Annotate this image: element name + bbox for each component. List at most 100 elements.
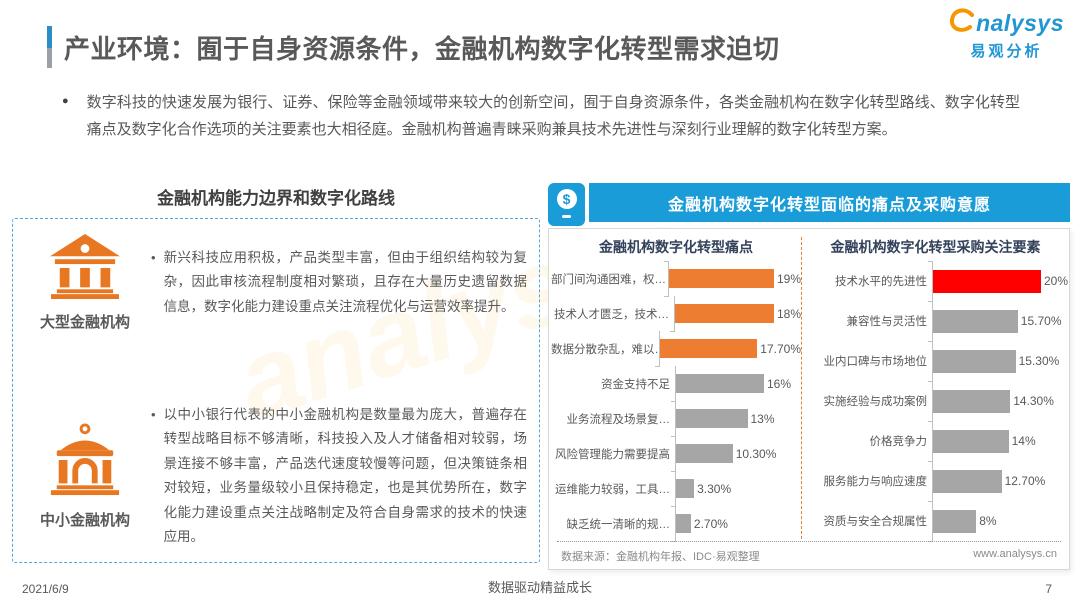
bar-track: 20% (928, 260, 1069, 302)
bar (669, 269, 774, 288)
bar-value-label: 13% (750, 411, 775, 426)
title-accent-bar (47, 26, 52, 68)
footer-page-number: 7 (1045, 582, 1052, 596)
charts-box: 金融机构数字化转型痛点 部门间沟通困难，权… 19% 技术人才匮乏，技术… 18% 数据… (548, 228, 1070, 570)
source-row: 数据来源：金融机构年报、IDC·易观整理 www.analysys.cn (557, 541, 1061, 564)
bar-value-label: 19% (776, 271, 801, 286)
bar (933, 469, 1002, 493)
bar-track: 14% (928, 421, 1069, 462)
bar-value-label: 15.70% (1020, 314, 1062, 328)
title-block: 产业环境：囿于自身资源条件，金融机构数字化转型需求迫切 (47, 26, 780, 68)
bar (660, 339, 758, 358)
left-panel-box: 大型金融机构 • 新兴科技应用积极，产品类型丰富，但由于组织结构较为复杂，因此审… (12, 218, 540, 563)
bar-row: 部门间沟通困难，权… 19% (551, 260, 801, 297)
bar-row: 风险管理能力需要提高 10.30% (551, 436, 801, 472)
bar-category-label: 业内口碑与市场地位 (823, 356, 928, 368)
bar-track: 18% (669, 296, 801, 332)
bar-category-label: 运维能力较弱，工具… (555, 483, 670, 496)
logo-brand-row: nalysys (949, 8, 1064, 39)
bar (933, 309, 1018, 333)
footer-date: 2021/6/9 (22, 582, 69, 596)
bar-row: 价格竞争力 14% (802, 421, 1069, 462)
bar (933, 509, 977, 533)
footer-slogan: 数据驱动精益成长 (487, 580, 592, 595)
bar-category-label: 业务流程及场景复… (566, 413, 671, 426)
bar-track: 19% (664, 260, 801, 297)
intro-text: 数字科技的快速发展为银行、证券、保险等金融领域带来较大的创新空间，囿于自身资源条… (86, 94, 1020, 138)
bar-row: 资金支持不足 16% (551, 366, 801, 402)
institution-description: • 以中小银行代表的中小金融机构是数量最为庞大，普遍存在转型战略目标不够清晰，科… (151, 403, 529, 550)
bar-category-label: 价格竞争力 (869, 436, 928, 448)
analysys-logo: nalysys 易观分析 (949, 8, 1064, 61)
chart-title: 金融机构数字化转型痛点 (599, 239, 753, 255)
bar-row: 服务能力与响应速度 12.70% (802, 461, 1069, 502)
bar-category-label: 资质与安全合规属性 (823, 516, 928, 528)
right-panel-header: $ 金融机构数字化转型面临的痛点及采购意愿 (548, 183, 1070, 226)
bar-track: 15.70% (928, 301, 1069, 342)
institution-row-large: 大型金融机构 • 新兴科技应用积极，产品类型丰富，但由于组织结构较为复杂，因此审… (27, 233, 529, 332)
bar-row: 运维能力较弱，工具… 3.30% (551, 471, 801, 507)
bar (933, 349, 1016, 373)
institution-row-small: 中小金融机构 • 以中小银行代表的中小金融机构是数量最为庞大，普遍存在转型战略目… (27, 403, 529, 550)
pain-points-chart: 金融机构数字化转型痛点 部门间沟通困难，权… 19% 技术人才匮乏，技术… 18% 数据… (549, 237, 801, 542)
bar-track: 15.30% (928, 341, 1069, 382)
bar (933, 429, 1009, 453)
chart-rows: 技术水平的先进性 20% 兼容性与灵活性 15.70% 业内口碑与市场地位 15.30% 实… (802, 260, 1069, 542)
bank-classical-icon (47, 233, 123, 304)
institution-label: 中小金融机构 (39, 511, 130, 529)
bar (674, 304, 774, 323)
bar-value-label: 10.30% (735, 446, 777, 461)
logo-swoosh-icon (949, 8, 976, 39)
bar-category-label: 风险管理能力需要提高 (555, 448, 670, 461)
bullet-dot-icon: • (151, 406, 156, 422)
bar-category-label: 部门间沟通困难，权… (551, 273, 666, 286)
bar-category-label: 服务能力与响应速度 (823, 476, 928, 488)
bar-value-label: 14.30% (1013, 394, 1054, 408)
bar-category-label: 资金支持不足 (601, 378, 670, 391)
bar (676, 479, 695, 498)
bar-value-label: 18% (776, 306, 801, 321)
bar-category-label: 数据分散杂乱，难以… (551, 343, 659, 356)
bar-row: 业务流程及场景复… 13% (551, 401, 801, 437)
dollar-icon: $ (556, 189, 577, 209)
bar-value-label: 12.70% (1004, 474, 1046, 488)
bar-row: 业内口碑与市场地位 15.30% (802, 341, 1069, 382)
bar-track: 3.30% (671, 471, 801, 507)
institution-description: • 新兴科技应用积极，产品类型丰富，但由于组织结构较为复杂，因此审核流程制度相对… (151, 246, 529, 320)
bar-value-label: 15.30% (1018, 354, 1060, 368)
bar-category-label: 技术水平的先进性 (835, 276, 927, 288)
bar-row: 实施经验与成功案例 14.30% (802, 381, 1069, 422)
bar-value-label: 14% (1011, 434, 1036, 448)
bar-track: 14.30% (928, 381, 1069, 422)
right-panel-header-title: 金融机构数字化转型面临的痛点及采购意愿 (589, 183, 1070, 222)
bar-row: 兼容性与灵活性 15.70% (802, 301, 1069, 342)
bar (933, 269, 1041, 293)
logo-brand-cn: 易观分析 (970, 43, 1043, 60)
chart-title: 金融机构数字化转型采购关注要素 (830, 239, 1041, 255)
bar-track: 8% (928, 501, 1069, 542)
bar-row: 缺乏统一清晰的规… 2.70% (551, 506, 801, 542)
bar-category-label: 实施经验与成功案例 (823, 396, 928, 408)
bar-track: 2.70% (671, 506, 801, 542)
bank-dome-icon (48, 423, 122, 502)
bar-value-label: 20% (1044, 274, 1069, 288)
bar-track: 16% (671, 366, 801, 402)
bar (676, 374, 764, 393)
bar (676, 514, 691, 533)
bar-category-label: 技术人才匮乏，技术… (553, 308, 669, 321)
bar-track: 12.70% (928, 461, 1069, 502)
institution-text: 新兴科技应用积极，产品类型丰富，但由于组织结构较为复杂，因此审核流程制度相对繁琐… (163, 249, 527, 314)
bar-category-label: 兼容性与灵活性 (846, 316, 928, 328)
bar-track: 17.70% (655, 331, 801, 367)
bullet-dot-icon: • (151, 249, 156, 265)
intro-paragraph: ● 数字科技的快速发展为银行、证券、保险等金融领域带来较大的创新空间，囿于自身资… (62, 90, 1020, 143)
bar-category-label: 缺乏统一清晰的规… (566, 518, 671, 531)
bar (676, 409, 748, 428)
bar-value-label: 8% (979, 514, 997, 528)
bar (933, 389, 1011, 413)
bar-value-label: 16% (767, 376, 792, 391)
data-source-text: 数据来源：金融机构年报、IDC·易观整理 (561, 551, 760, 563)
purchase-factors-chart: 金融机构数字化转型采购关注要素 技术水平的先进性 20% 兼容性与灵活性 15.70%… (801, 237, 1069, 542)
institution-text: 以中小银行代表的中小金融机构是数量最为庞大，普遍存在转型战略目标不够清晰，科技投… (163, 406, 527, 545)
